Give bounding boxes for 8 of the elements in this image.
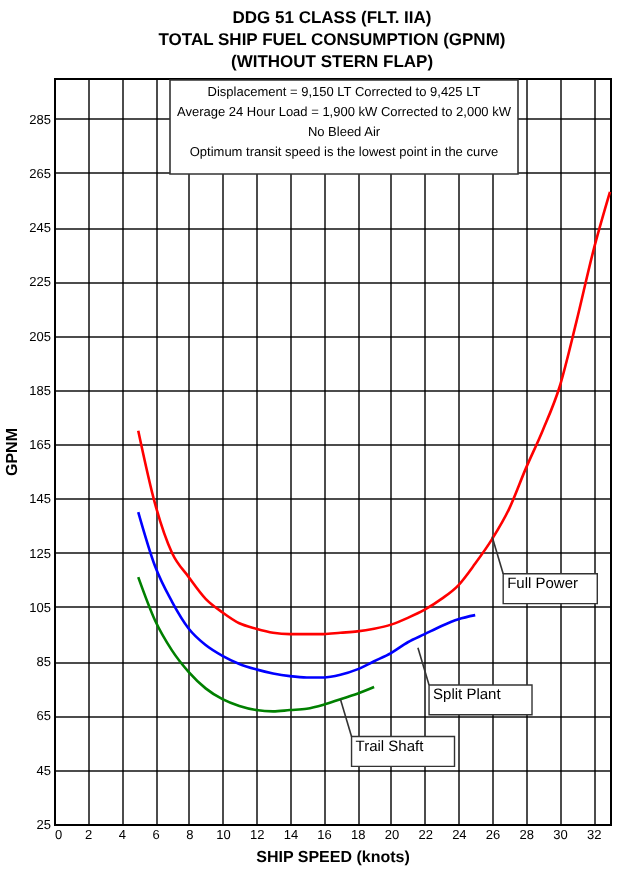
line-series: [136, 575, 376, 713]
text: (WITHOUT STERN FLAP): [230, 51, 434, 71]
line-series: [136, 510, 477, 679]
text: DDG 51 CLASS (FLT. IIA): [232, 7, 432, 27]
y-axis-title: GPNM: [3, 427, 22, 476]
text: TOTAL SHIP FUEL CONSUMPTION (GPNM): [158, 29, 506, 49]
x-axis-title: SHIP SPEED (knots): [256, 848, 411, 866]
line-series: [136, 190, 612, 636]
